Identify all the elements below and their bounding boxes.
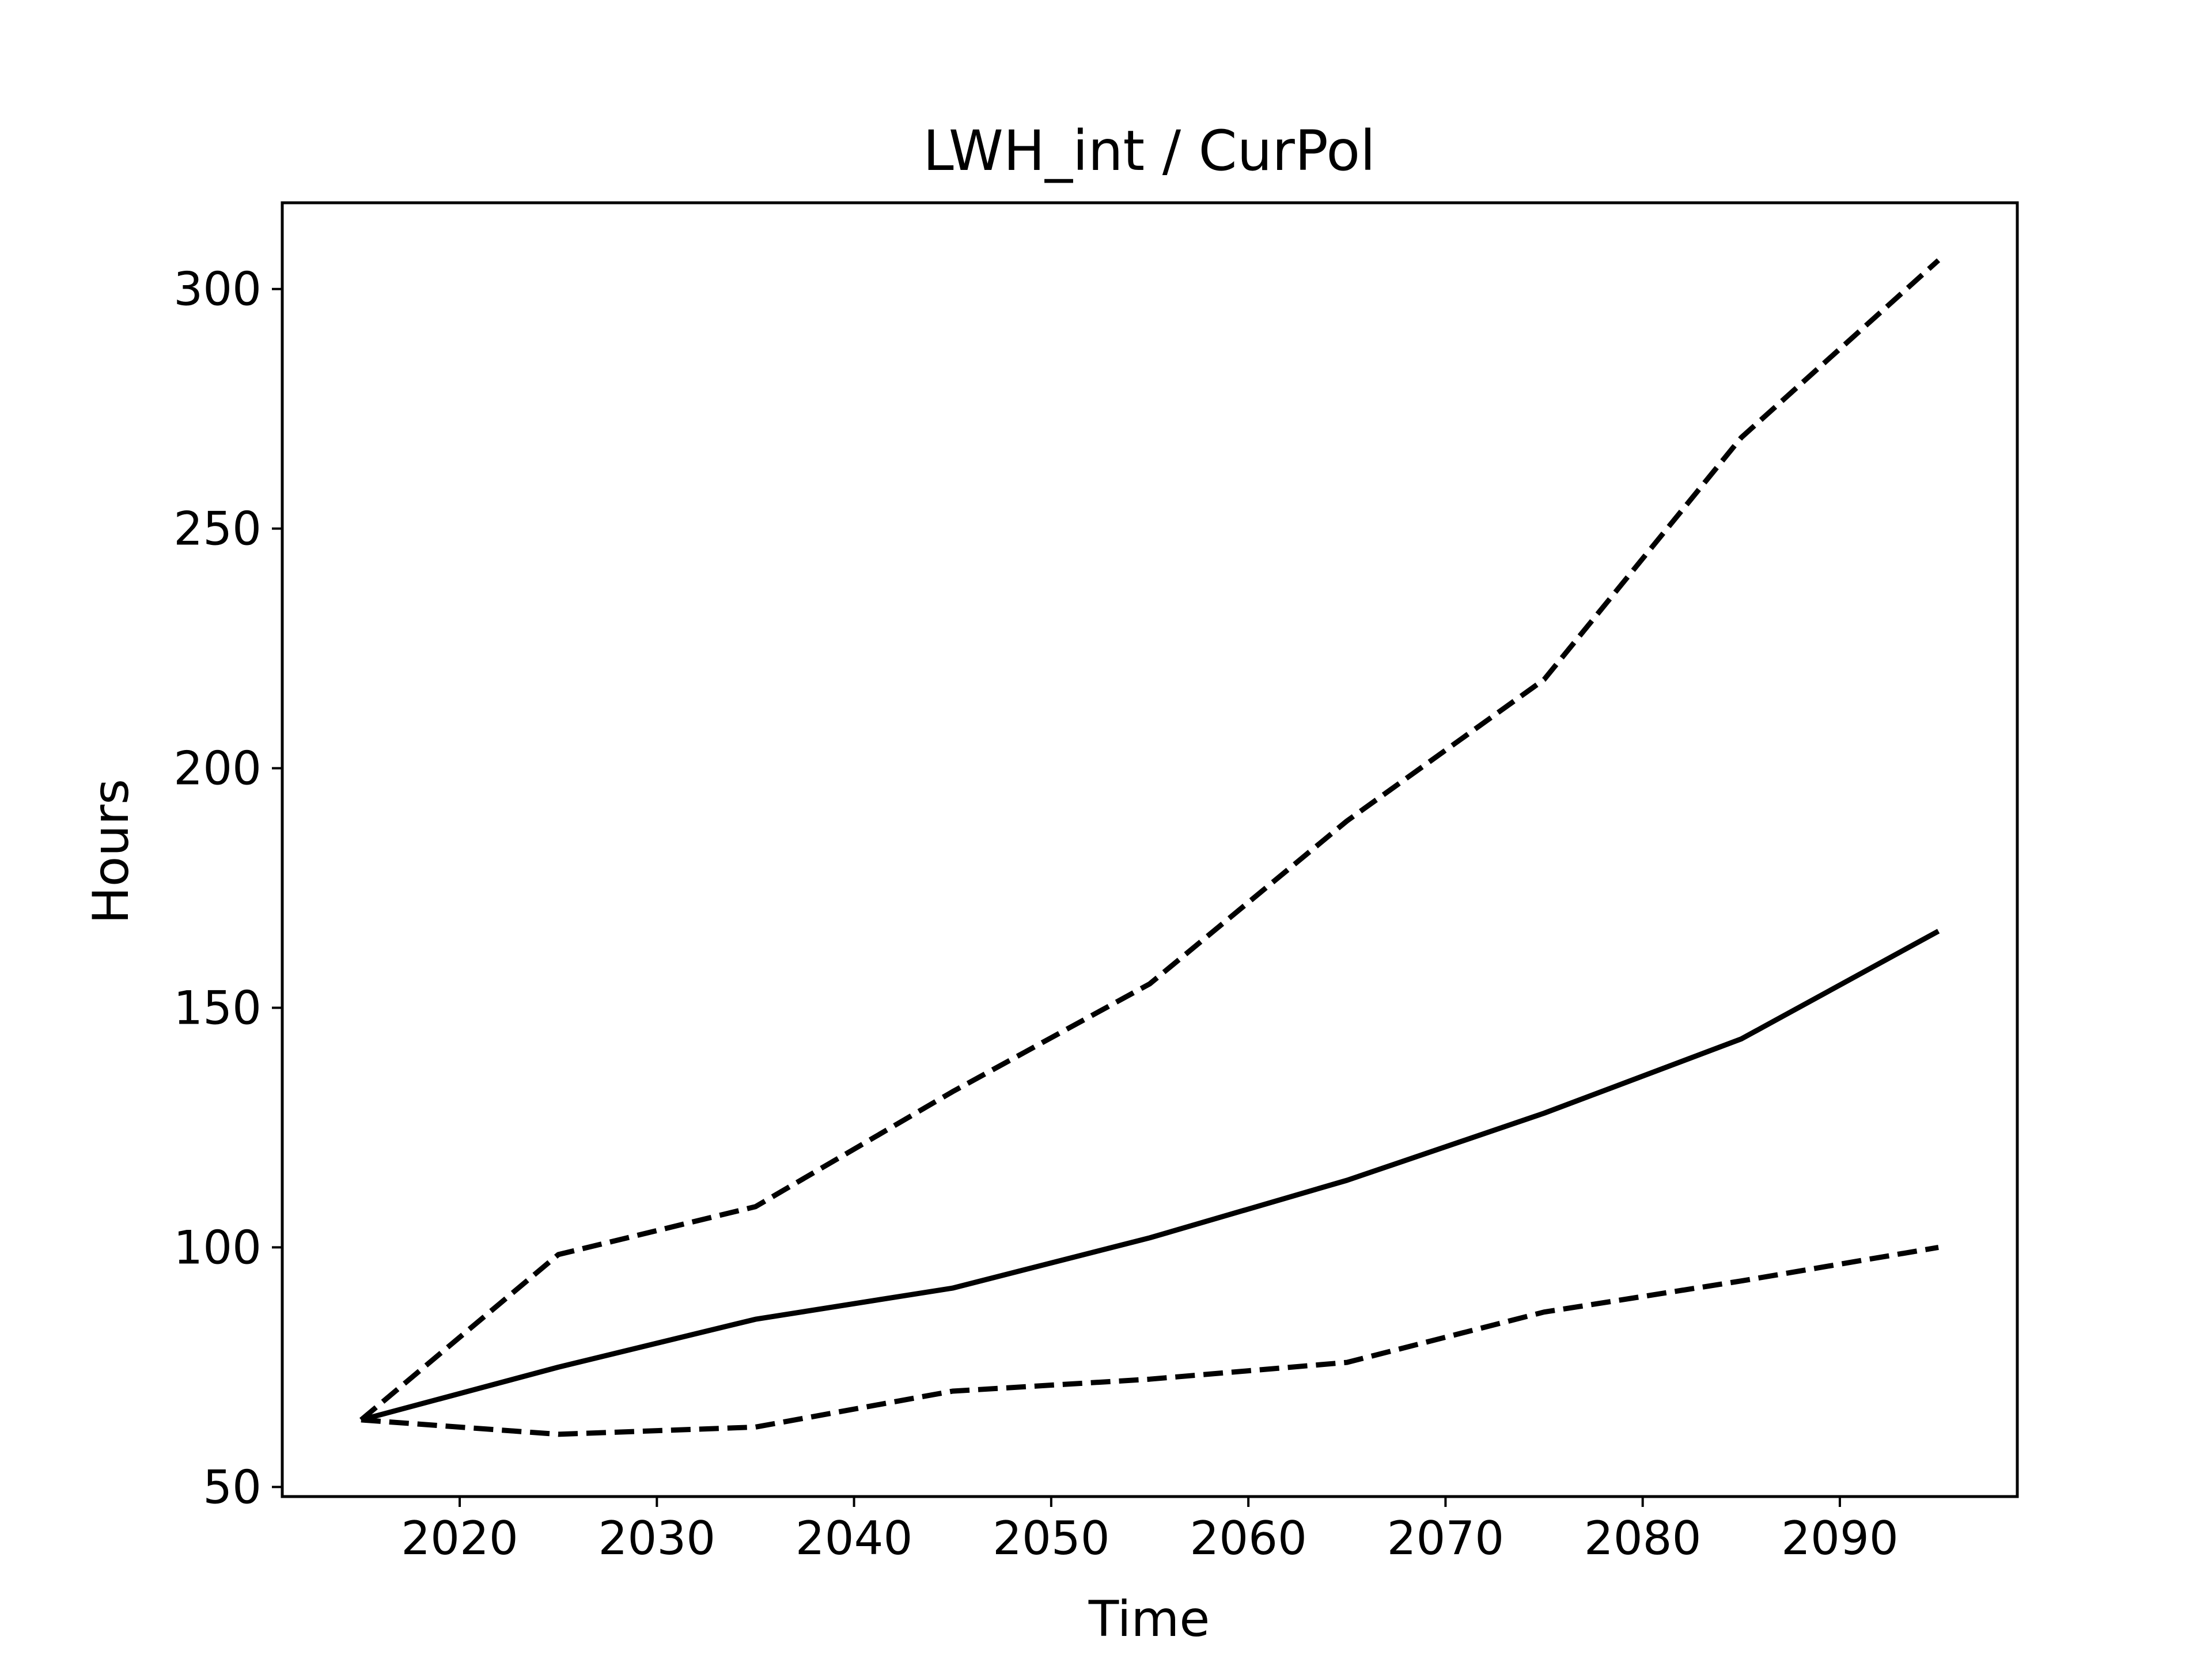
x-tick-label: 2020	[401, 1512, 518, 1565]
plot-area-frame	[281, 201, 2019, 1498]
y-tick-label: 50	[203, 1460, 262, 1514]
x-axis-label: Time	[1088, 1590, 1210, 1648]
series-line-1	[360, 929, 1940, 1423]
x-tick-label: 2070	[1387, 1512, 1505, 1565]
ticks-layer: 2020 2030 2040 2050 2060 2070 2080 2090 50 100 150…	[173, 263, 1898, 1565]
y-tick-label: 250	[173, 502, 262, 556]
x-tick-label: 2050	[993, 1512, 1110, 1565]
x-tick-label: 2030	[599, 1512, 716, 1565]
series-layer	[359, 258, 1941, 1437]
series-line-2	[359, 258, 1941, 1422]
chart-title: LWH_int / CurPol	[923, 119, 1376, 183]
series-line-3	[361, 1244, 1939, 1437]
y-axis-label: Hours	[82, 779, 140, 924]
x-tick-label: 2080	[1584, 1512, 1702, 1565]
x-tick-label: 2090	[1781, 1512, 1899, 1565]
y-tick-label: 150	[173, 982, 262, 1035]
y-tick-label: 300	[173, 263, 262, 316]
y-tick-label: 200	[173, 742, 262, 796]
x-tick-label: 2040	[796, 1512, 913, 1565]
y-tick-label: 100	[173, 1221, 262, 1274]
x-tick-label: 2060	[1190, 1512, 1307, 1565]
